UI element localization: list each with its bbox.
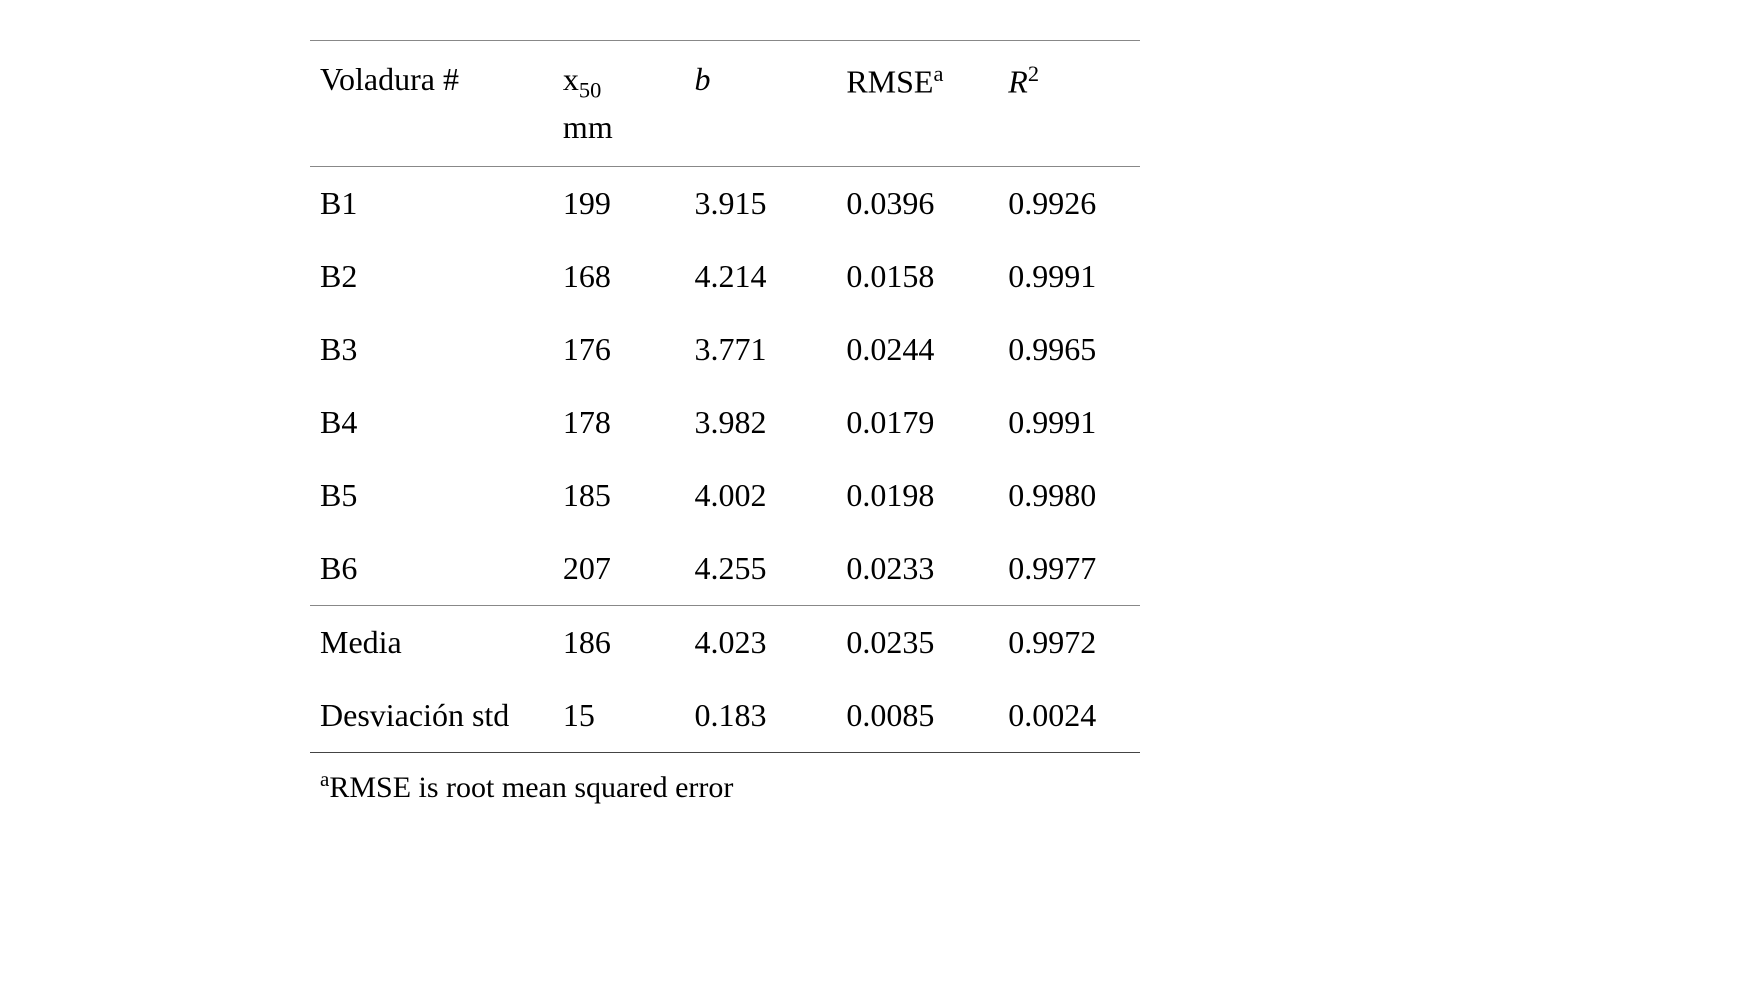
col-header-rmse: RMSEa [836, 41, 998, 167]
table-footnote: aRMSE is root mean squared error [310, 753, 1140, 805]
cell-rmse: 0.0158 [836, 240, 998, 313]
cell-voladura: Media [310, 606, 553, 680]
footnote-sup: a [320, 767, 329, 791]
cell-b: 4.214 [685, 240, 837, 313]
col-header-r2-label: R [1008, 64, 1028, 100]
statistics-table: Voladura # x50 mm b RMSEa R2 B1 [310, 40, 1140, 753]
table-row: B1 199 3.915 0.0396 0.9926 [310, 167, 1140, 241]
cell-voladura: B2 [310, 240, 553, 313]
cell-r2: 0.9977 [998, 532, 1140, 606]
cell-b: 4.023 [685, 606, 837, 680]
cell-r2: 0.0024 [998, 679, 1140, 753]
cell-r2: 0.9980 [998, 459, 1140, 532]
cell-x50: 15 [553, 679, 685, 753]
cell-x50: 178 [553, 386, 685, 459]
cell-voladura: B1 [310, 167, 553, 241]
col-header-rmse-sup: a [933, 61, 943, 86]
cell-b: 3.915 [685, 167, 837, 241]
cell-r2: 0.9972 [998, 606, 1140, 680]
cell-b: 4.002 [685, 459, 837, 532]
table-row: B6 207 4.255 0.0233 0.9977 [310, 532, 1140, 606]
cell-voladura: Desviación std [310, 679, 553, 753]
cell-r2: 0.9965 [998, 313, 1140, 386]
cell-voladura: B4 [310, 386, 553, 459]
cell-r2: 0.9926 [998, 167, 1140, 241]
col-header-voladura-label: Voladura # [320, 61, 459, 97]
col-header-x50: x50 mm [553, 41, 685, 167]
col-header-x50-unit: mm [563, 109, 675, 146]
cell-x50: 207 [553, 532, 685, 606]
cell-b: 3.982 [685, 386, 837, 459]
table-summary-row: Media 186 4.023 0.0235 0.9972 [310, 606, 1140, 680]
table-summary-row: Desviación std 15 0.183 0.0085 0.0024 [310, 679, 1140, 753]
cell-x50: 168 [553, 240, 685, 313]
col-header-rmse-label: RMSE [846, 64, 933, 100]
cell-b: 3.771 [685, 313, 837, 386]
cell-x50: 176 [553, 313, 685, 386]
cell-x50: 199 [553, 167, 685, 241]
col-header-x50-x: x [563, 61, 579, 97]
cell-b: 4.255 [685, 532, 837, 606]
table-row: B3 176 3.771 0.0244 0.9965 [310, 313, 1140, 386]
cell-voladura: B3 [310, 313, 553, 386]
table-row: B5 185 4.002 0.0198 0.9980 [310, 459, 1140, 532]
cell-x50: 185 [553, 459, 685, 532]
col-header-b: b [685, 41, 837, 167]
cell-rmse: 0.0179 [836, 386, 998, 459]
cell-rmse: 0.0233 [836, 532, 998, 606]
col-header-r2-sup: 2 [1028, 61, 1039, 86]
col-header-r2: R2 [998, 41, 1140, 167]
cell-rmse: 0.0396 [836, 167, 998, 241]
cell-r2: 0.9991 [998, 386, 1140, 459]
cell-rmse: 0.0198 [836, 459, 998, 532]
statistics-table-container: Voladura # x50 mm b RMSEa R2 B1 [310, 40, 1140, 805]
cell-rmse: 0.0244 [836, 313, 998, 386]
cell-rmse: 0.0235 [836, 606, 998, 680]
footnote-text: RMSE is root mean squared error [329, 771, 733, 804]
table-row: B4 178 3.982 0.0179 0.9991 [310, 386, 1140, 459]
table-row: B2 168 4.214 0.0158 0.9991 [310, 240, 1140, 313]
cell-x50: 186 [553, 606, 685, 680]
table-header-row: Voladura # x50 mm b RMSEa R2 [310, 41, 1140, 167]
cell-r2: 0.9991 [998, 240, 1140, 313]
col-header-x50-sub50: 50 [579, 77, 601, 102]
cell-voladura: B5 [310, 459, 553, 532]
cell-voladura: B6 [310, 532, 553, 606]
col-header-b-label: b [695, 61, 711, 97]
col-header-voladura: Voladura # [310, 41, 553, 167]
cell-b: 0.183 [685, 679, 837, 753]
cell-rmse: 0.0085 [836, 679, 998, 753]
